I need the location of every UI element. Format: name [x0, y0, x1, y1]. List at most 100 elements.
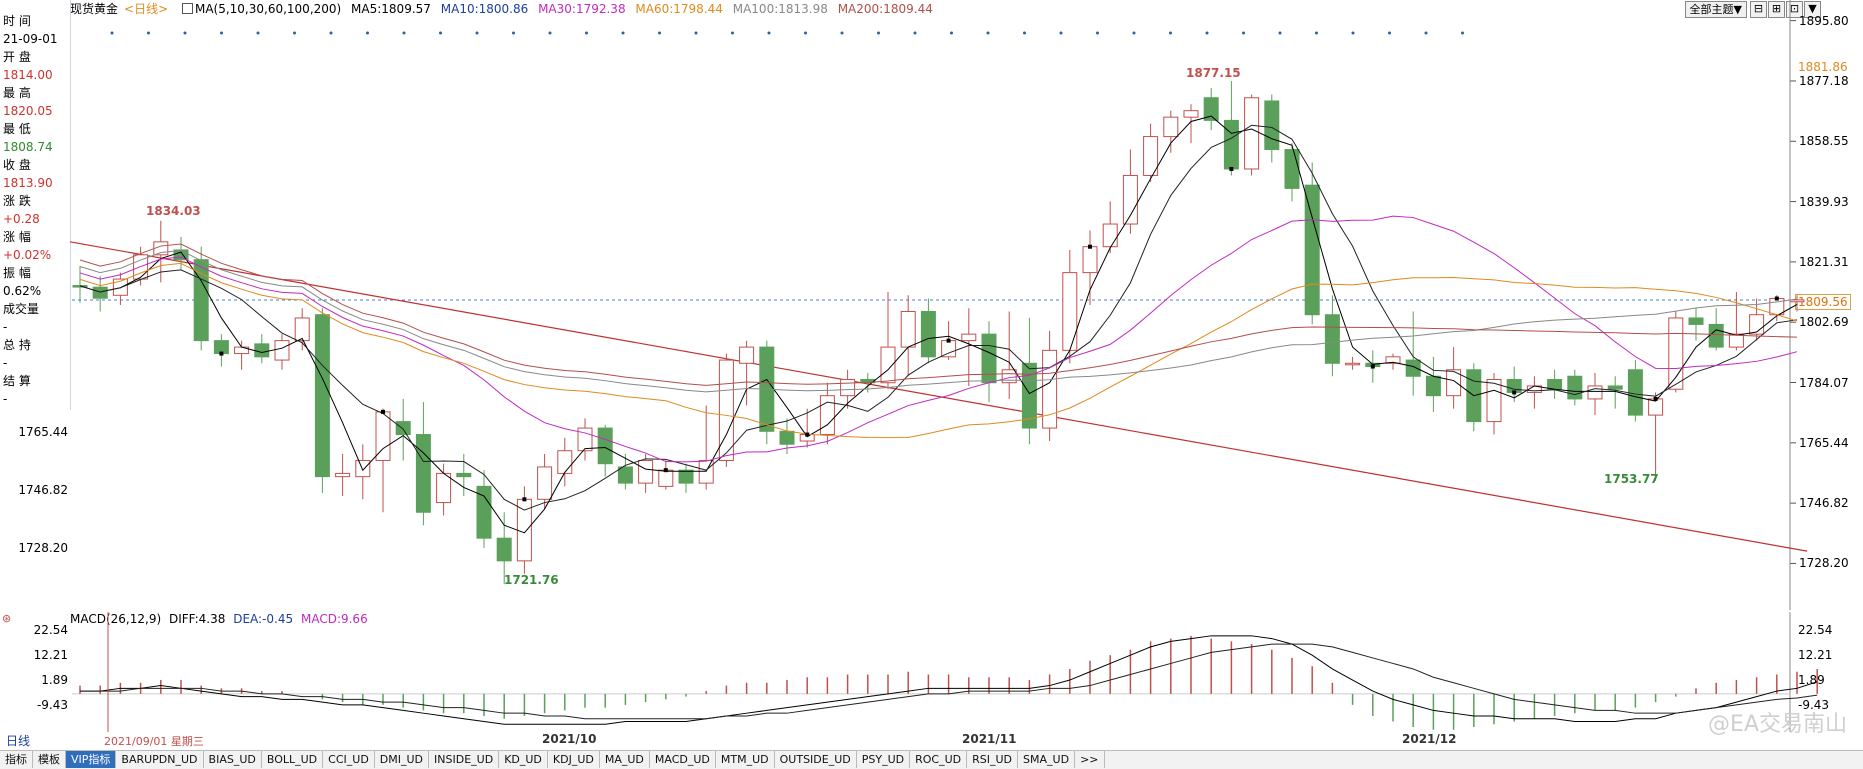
- candle-body: [1082, 246, 1098, 274]
- tab-more[interactable]: >>: [1075, 751, 1105, 768]
- ma-settings-icon[interactable]: [181, 3, 193, 14]
- macd-chart[interactable]: [0, 612, 1863, 732]
- tab-cci[interactable]: CCI_UD: [323, 751, 375, 768]
- macd-settings-icon[interactable]: ⊛: [2, 612, 12, 625]
- tab-kd[interactable]: KD_UD: [499, 751, 548, 768]
- dot-marker: [804, 31, 807, 35]
- candle-body: [1749, 314, 1765, 335]
- candle-body: [1304, 184, 1320, 316]
- dot-marker: [694, 31, 698, 35]
- period-tag[interactable]: <日线>: [124, 2, 169, 16]
- candle-body: [1446, 369, 1462, 397]
- dot-marker: [1278, 31, 1282, 35]
- dot-marker: [1205, 31, 1209, 35]
- macd-dea-line: [80, 643, 1818, 720]
- dot-marker: [402, 31, 406, 35]
- high-value: 1820.05: [3, 104, 53, 118]
- change-label: 涨 跌: [3, 194, 31, 208]
- tab-inside[interactable]: INSIDE_UD: [429, 751, 500, 768]
- candle-body: [496, 537, 512, 562]
- watermark: @EA交易南山: [1708, 712, 1847, 737]
- signal-marker: [522, 497, 527, 502]
- tab-macd[interactable]: MACD_UD: [650, 751, 716, 768]
- dot-marker: [585, 31, 588, 35]
- candle-body: [718, 359, 734, 461]
- tab-outside[interactable]: OUTSIDE_UD: [775, 751, 857, 768]
- period-button[interactable]: 日线: [6, 734, 31, 748]
- price-axis-label: 1784.07: [1799, 375, 1849, 390]
- dot-marker: [1242, 31, 1245, 35]
- macd-right-tick: 1.89: [1798, 673, 1825, 687]
- tab-vip-indicators[interactable]: VIP指标: [66, 751, 117, 768]
- dot-marker: [1132, 31, 1136, 35]
- tab-psy[interactable]: PSY_UD: [857, 751, 911, 768]
- dot-marker: [1461, 31, 1464, 35]
- tab-bias[interactable]: BIAS_UD: [204, 751, 262, 768]
- candle-body: [335, 472, 351, 478]
- signal-marker: [663, 468, 668, 473]
- ma200-value: MA200:1809.44: [837, 2, 933, 16]
- change-value: +0.28: [3, 212, 40, 226]
- theme-dropdown[interactable]: 全部主题▼: [1684, 1, 1747, 18]
- candle-body: [1203, 97, 1219, 121]
- trend-line: [69, 241, 1808, 552]
- candle-body: [1284, 149, 1300, 189]
- dot-marker: [1315, 31, 1318, 35]
- tab-kdj[interactable]: KDJ_UD: [548, 751, 600, 768]
- annotation-high-1: 1834.03: [146, 204, 201, 218]
- signal-marker: [219, 351, 224, 356]
- candle-body: [779, 430, 795, 445]
- tab-ma[interactable]: MA_UD: [600, 751, 650, 768]
- tab-barupdn[interactable]: BARUPDN_UD: [116, 751, 204, 768]
- candle-body: [1789, 299, 1805, 303]
- tab-dmi[interactable]: DMI_UD: [375, 751, 430, 768]
- tab-indicators[interactable]: 指标: [0, 751, 33, 768]
- tab-mtm[interactable]: MTM_UD: [716, 751, 775, 768]
- ma100-line: [79, 249, 1798, 393]
- candle-body: [941, 340, 957, 358]
- ma10-line: [79, 124, 1798, 511]
- annotation-low-1: 1721.76: [504, 573, 559, 587]
- candle-body: [1062, 272, 1078, 351]
- close-label: 收 盘: [3, 158, 31, 172]
- macd-right-tick: 12.21: [1798, 648, 1833, 662]
- price-axis-label: 1821.31: [1799, 254, 1849, 269]
- ma30-line: [79, 215, 1798, 463]
- candle-body: [436, 472, 452, 504]
- volume-value: -: [3, 320, 8, 334]
- tab-templates[interactable]: 模板: [33, 751, 66, 768]
- left-axis-label: 1765.44: [18, 425, 68, 439]
- candle-body: [638, 459, 654, 484]
- collapse-icon[interactable]: ▼: [1804, 1, 1821, 18]
- dot-marker: [913, 31, 917, 35]
- low-value: 1808.74: [3, 140, 53, 154]
- price-axis-label: 1877.18: [1799, 73, 1849, 88]
- amplitude-value: 0.62%: [3, 284, 42, 298]
- candle-body: [1122, 174, 1138, 225]
- candle-body: [880, 346, 896, 384]
- indicator-tab-bar: 指标 模板 VIP指标 BARUPDN_UD BIAS_UD BOLL_UD CCI_UD D…: [0, 750, 1863, 769]
- tab-sma[interactable]: SMA_UD: [1018, 751, 1076, 768]
- maximize-icon[interactable]: ⊞: [1768, 1, 1785, 18]
- dot-marker: [1169, 31, 1172, 35]
- annotation-low-2: 1753.77: [1604, 472, 1659, 486]
- ma10-value: MA10:1800.86: [440, 2, 529, 16]
- open-interest-label: 总 持: [3, 338, 31, 352]
- tab-roc[interactable]: ROC_UD: [910, 751, 968, 768]
- tab-rsi[interactable]: RSI_UD: [967, 751, 1019, 768]
- price-axis-label: 1839.93: [1799, 194, 1849, 209]
- candlestick-chart[interactable]: [0, 0, 1863, 610]
- close-value: 1813.90: [3, 176, 53, 190]
- candle-body: [274, 340, 290, 361]
- macd-diff-line: [80, 635, 1818, 725]
- dot-marker: [767, 31, 771, 35]
- macd-header: MACD(26,12,9) DIFF:4.38 DEA:-0.45 MACD:9…: [70, 612, 372, 626]
- candle-body: [1607, 385, 1623, 390]
- info-panel: 时 间 21-09-01 开 盘 1814.00 最 高 1820.05 最 低…: [0, 0, 71, 410]
- candle-body: [476, 485, 492, 539]
- signal-marker: [381, 409, 385, 414]
- candle-body: [1345, 362, 1361, 366]
- candle-body: [678, 469, 694, 484]
- minimize-icon[interactable]: ⊟: [1750, 1, 1767, 18]
- tab-boll[interactable]: BOLL_UD: [262, 751, 324, 768]
